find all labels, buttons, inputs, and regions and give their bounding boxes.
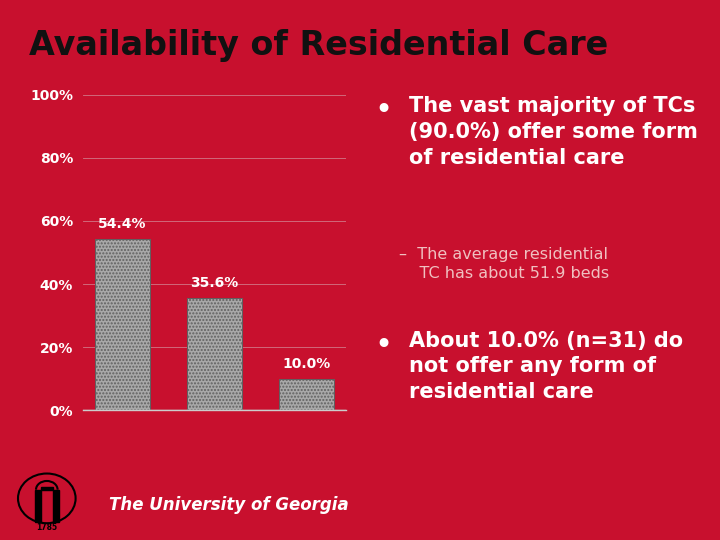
Text: 1785: 1785 — [36, 523, 58, 532]
Text: About 10.0% (n=31) do
not offer any form of
residential care: About 10.0% (n=31) do not offer any form… — [409, 331, 683, 402]
Bar — [186, 298, 242, 410]
Text: Availability of Residential Care: Availability of Residential Care — [29, 29, 608, 62]
Text: •: • — [374, 97, 392, 125]
Text: •: • — [374, 331, 392, 360]
Bar — [35, 490, 41, 522]
Bar — [279, 379, 333, 410]
Text: 10.0%: 10.0% — [282, 357, 330, 371]
Bar — [53, 490, 59, 522]
Bar — [40, 487, 53, 490]
Text: The University of Georgia: The University of Georgia — [109, 496, 349, 515]
Text: 54.4%: 54.4% — [98, 217, 147, 231]
Text: 35.6%: 35.6% — [190, 276, 238, 290]
Text: –  The average residential
    TC has about 51.9 beds: – The average residential TC has about 5… — [399, 247, 608, 281]
Text: The vast majority of TCs
(90.0%) offer some form
of residential care: The vast majority of TCs (90.0%) offer s… — [409, 97, 698, 167]
Bar — [95, 239, 150, 410]
